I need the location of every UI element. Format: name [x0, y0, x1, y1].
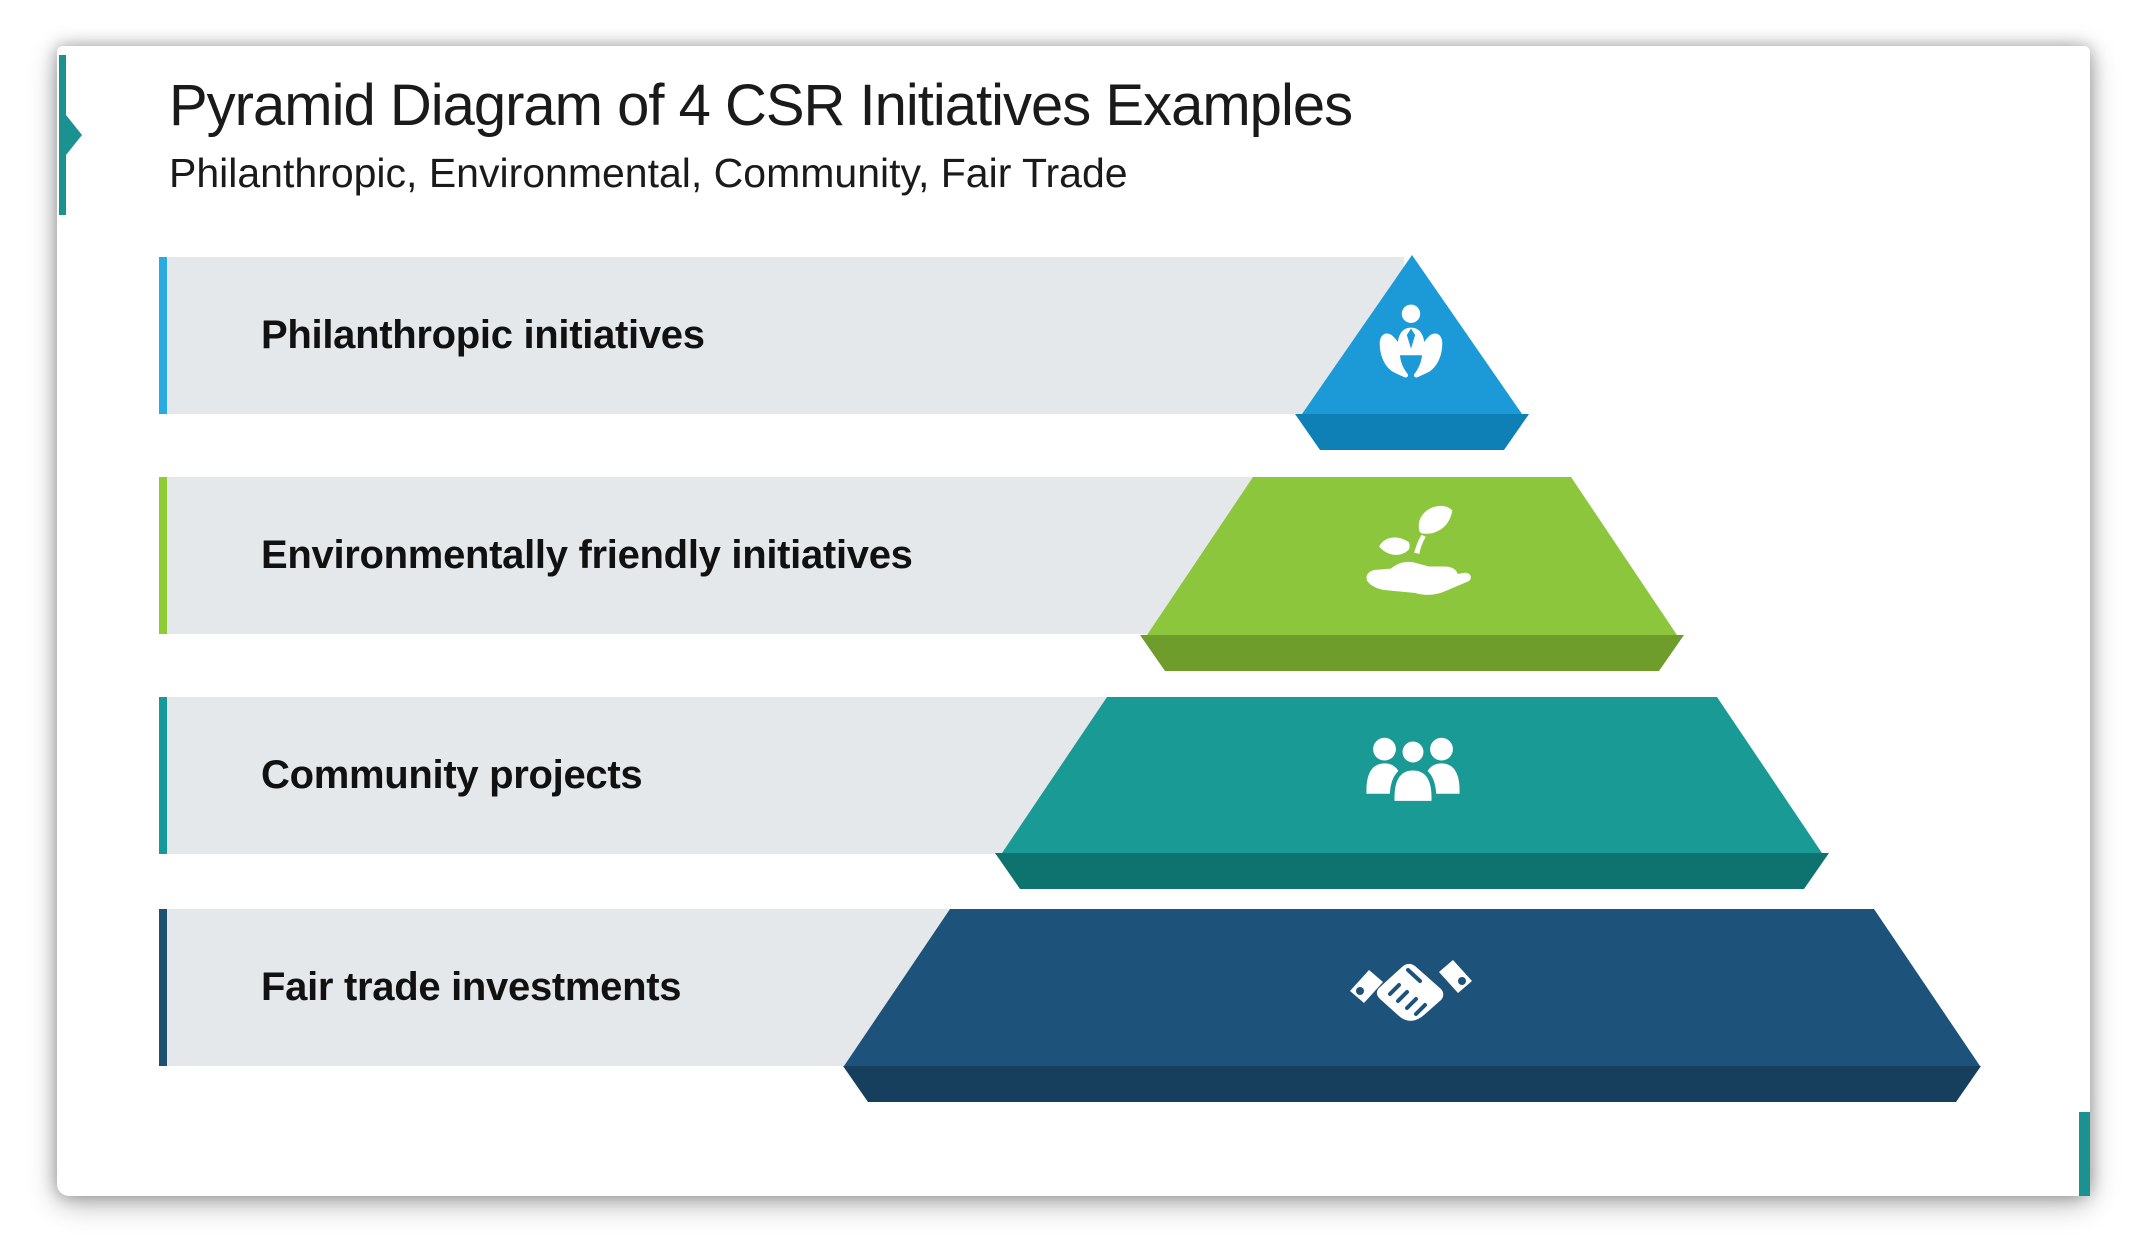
label-bar-accent — [159, 257, 167, 414]
level-label: Fair trade investments — [261, 965, 682, 1009]
handshake-icon — [1350, 960, 1472, 1021]
pyramid-level-front-edge — [1295, 414, 1529, 450]
person-in-hands-icon — [1379, 304, 1443, 378]
pyramid-level-environmental — [1140, 477, 1684, 671]
hand-with-plant-icon — [1366, 505, 1471, 595]
people-group-icon — [1366, 736, 1460, 806]
pyramid-level-community — [995, 697, 1829, 889]
level-label: Philanthropic initiatives — [261, 313, 705, 357]
level-label: Community projects — [261, 753, 643, 797]
label-bar-accent — [159, 697, 167, 854]
arrow-marker-icon — [59, 55, 82, 215]
label-bar-accent — [159, 477, 167, 634]
slide-edge-bar-decoration — [2079, 1112, 2090, 1196]
slide-edge-arrow-decoration — [59, 55, 82, 215]
pyramid-level-front-edge — [843, 1066, 1981, 1102]
pyramid-level-philanthropic — [1295, 255, 1529, 450]
level-label: Environmentally friendly initiatives — [261, 533, 913, 577]
slide-header: Pyramid Diagram of 4 CSR Initiatives Exa… — [169, 73, 1353, 198]
pyramid-level-face — [1147, 477, 1677, 635]
label-bar-accent — [159, 909, 167, 1066]
level-row-philanthropic: Philanthropic initiatives — [159, 257, 1404, 414]
page-subtitle: Philanthropic, Environmental, Community,… — [169, 149, 1128, 196]
csr-pyramid-diagram — [843, 255, 1981, 1102]
page-title: Pyramid Diagram of 4 CSR Initiatives Exa… — [169, 73, 1353, 138]
slide-card: Pyramid Diagram of 4 CSR Initiatives Exa… — [57, 46, 2090, 1196]
pyramid-level-front-edge — [1140, 635, 1684, 671]
pyramid-level-fairtrade — [843, 909, 1981, 1102]
pyramid-level-front-edge — [995, 853, 1829, 889]
label-bar — [159, 257, 1404, 414]
